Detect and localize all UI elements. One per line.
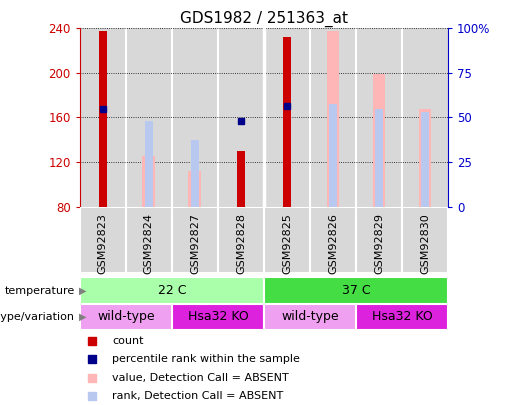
FancyBboxPatch shape [356, 304, 448, 330]
Bar [327, 30, 339, 207]
Bar [421, 112, 429, 207]
Bar [99, 30, 107, 207]
Text: GSM92825: GSM92825 [282, 213, 292, 274]
Bar [372, 74, 385, 207]
Text: 22 C: 22 C [158, 284, 186, 297]
Title: GDS1982 / 251363_at: GDS1982 / 251363_at [180, 11, 348, 27]
Bar [310, 28, 356, 207]
FancyBboxPatch shape [80, 207, 126, 273]
Text: GSM92830: GSM92830 [420, 213, 430, 274]
Bar [419, 109, 432, 207]
Text: temperature: temperature [5, 286, 75, 296]
Bar [172, 28, 218, 207]
Bar [143, 156, 156, 207]
Bar [356, 28, 402, 207]
Text: Hsa32 KO: Hsa32 KO [372, 310, 433, 324]
FancyBboxPatch shape [356, 207, 402, 273]
Text: wild-type: wild-type [281, 310, 339, 324]
Text: GSM92823: GSM92823 [98, 213, 108, 274]
Bar [375, 109, 383, 207]
FancyBboxPatch shape [172, 304, 264, 330]
Text: GSM92826: GSM92826 [328, 213, 338, 274]
Text: percentile rank within the sample: percentile rank within the sample [112, 354, 300, 364]
FancyBboxPatch shape [80, 277, 264, 304]
Bar [283, 37, 291, 207]
Bar [237, 151, 245, 207]
Text: GSM92829: GSM92829 [374, 213, 384, 274]
FancyBboxPatch shape [310, 207, 356, 273]
Bar [188, 171, 201, 207]
Bar [126, 28, 172, 207]
Bar [402, 28, 448, 207]
Bar [218, 28, 264, 207]
FancyBboxPatch shape [126, 207, 172, 273]
FancyBboxPatch shape [218, 207, 264, 273]
FancyBboxPatch shape [264, 304, 356, 330]
Bar [145, 121, 153, 207]
Text: ▶: ▶ [79, 286, 87, 296]
Text: genotype/variation: genotype/variation [0, 312, 75, 322]
Text: rank, Detection Call = ABSENT: rank, Detection Call = ABSENT [112, 391, 283, 401]
Text: value, Detection Call = ABSENT: value, Detection Call = ABSENT [112, 373, 289, 383]
Text: GSM92824: GSM92824 [144, 213, 154, 274]
Bar [329, 104, 337, 207]
Text: GSM92827: GSM92827 [190, 213, 200, 274]
Bar [191, 140, 199, 207]
Bar [80, 28, 126, 207]
FancyBboxPatch shape [264, 207, 310, 273]
FancyBboxPatch shape [264, 277, 448, 304]
FancyBboxPatch shape [80, 304, 172, 330]
FancyBboxPatch shape [402, 207, 448, 273]
Text: Hsa32 KO: Hsa32 KO [187, 310, 248, 324]
Text: count: count [112, 336, 144, 346]
Bar [264, 28, 310, 207]
Text: GSM92828: GSM92828 [236, 213, 246, 274]
FancyBboxPatch shape [172, 207, 218, 273]
Text: wild-type: wild-type [97, 310, 154, 324]
Text: ▶: ▶ [79, 312, 87, 322]
Text: 37 C: 37 C [341, 284, 370, 297]
